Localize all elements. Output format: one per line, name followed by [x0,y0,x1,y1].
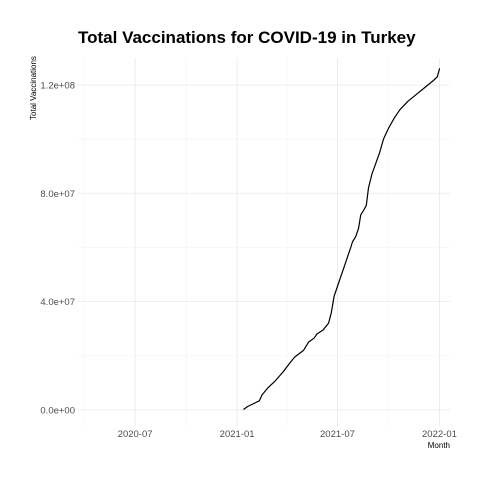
y-tick-label: 8.0e+07 [40,189,75,200]
x-axis-title: Month [428,441,450,450]
major-gridlines [78,58,450,426]
y-tick-label: 1.2e+08 [40,81,75,92]
series-line [243,68,441,410]
y-tick-label: 0.0e+00 [40,405,75,416]
x-axis-ticks: 2020-07 2021-01 2021-07 2022-01 [118,429,457,440]
y-tick-label: 4.0e+07 [40,297,75,308]
x-tick-label: 2022-01 [422,429,457,440]
x-tick-label: 2021-07 [320,429,355,440]
series-layer [243,68,441,410]
y-axis-title: Total Vaccinations [29,56,38,120]
y-axis-ticks: 0.0e+00 4.0e+07 8.0e+07 1.2e+08 [40,81,75,417]
chart-title: Total Vaccinations for COVID-19 in Turke… [78,28,416,47]
minor-gridlines [78,58,450,426]
x-tick-label: 2020-07 [118,429,153,440]
x-tick-label: 2021-01 [220,429,255,440]
